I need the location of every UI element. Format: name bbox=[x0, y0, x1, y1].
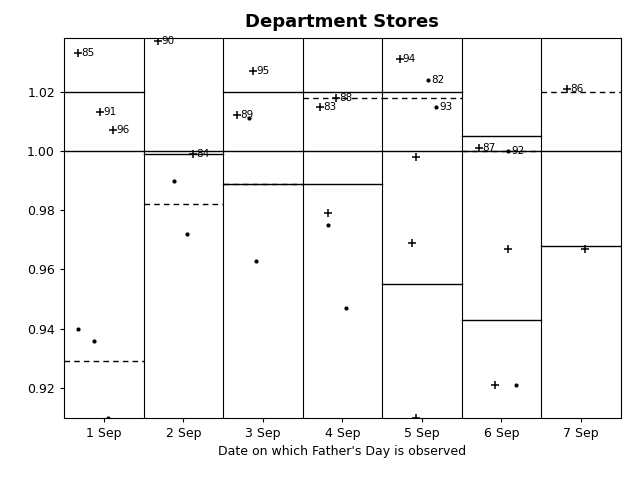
Text: 94: 94 bbox=[403, 54, 416, 64]
Text: 96: 96 bbox=[116, 125, 130, 135]
Text: 91: 91 bbox=[103, 108, 116, 118]
Text: 83: 83 bbox=[323, 102, 337, 111]
Text: 93: 93 bbox=[440, 102, 452, 111]
Text: 84: 84 bbox=[196, 149, 209, 159]
Text: 82: 82 bbox=[431, 75, 445, 85]
Text: 89: 89 bbox=[241, 110, 254, 120]
Text: 90: 90 bbox=[161, 36, 174, 47]
Text: 85: 85 bbox=[81, 48, 95, 58]
Text: 88: 88 bbox=[339, 93, 353, 103]
Text: 87: 87 bbox=[483, 143, 495, 153]
Title: Department Stores: Department Stores bbox=[246, 13, 439, 31]
X-axis label: Date on which Father's Day is observed: Date on which Father's Day is observed bbox=[218, 445, 467, 458]
Text: 86: 86 bbox=[570, 84, 583, 94]
Text: 92: 92 bbox=[511, 146, 524, 156]
Text: 95: 95 bbox=[257, 66, 269, 76]
